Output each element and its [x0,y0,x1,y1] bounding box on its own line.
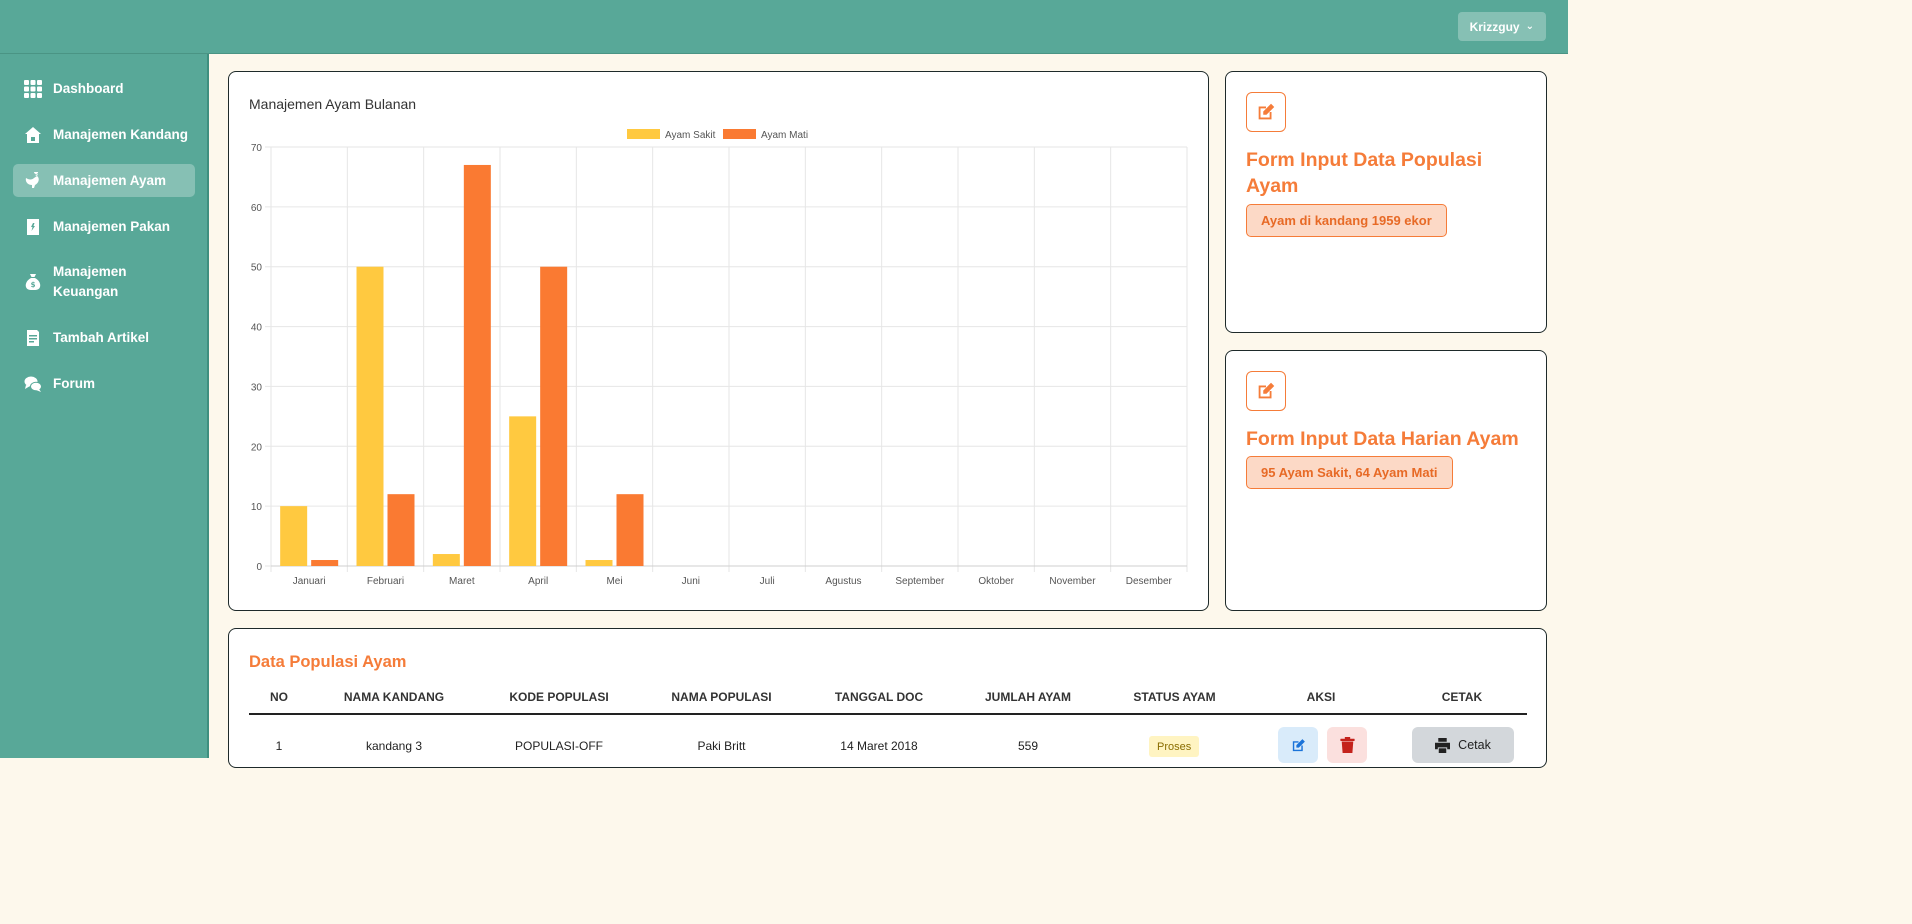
col-header: NAMA POPULASI [671,690,772,704]
col-header: NAMA KANDANG [343,690,445,704]
legend-swatch [627,129,660,139]
x-tick-label: November [1049,576,1096,587]
bar-ayam-sakit [585,560,613,566]
sidebar-item-label: Manajemen Ayam [53,172,167,188]
article-icon [23,329,42,348]
user-menu-button[interactable]: Krizzguy ⌄ [1457,12,1546,41]
cell-kandang: kandang 3 [365,739,423,753]
edit-icon[interactable] [1246,371,1286,411]
x-tick-label: Mei [606,576,622,587]
col-header: NO [270,690,288,704]
sidebar-item-keuangan[interactable]: $ Manajemen Keuangan [13,260,195,304]
sidebar-item-label: Manajemen Pakan [53,219,171,234]
y-tick-label: 40 [251,323,263,334]
x-tick-label: Desember [1126,576,1173,587]
status-badge: Proses [1149,736,1200,757]
sidebar-item-label: Forum [53,376,95,391]
money-bag-icon: $ [23,273,42,292]
top-bar: Krizzguy ⌄ [0,0,1568,54]
bar-ayam-sakit [432,554,460,566]
col-header: CETAK [1441,690,1483,704]
sidebar-item-label: Manajemen Kandang [53,127,189,142]
x-tick-label: April [528,576,548,587]
sidebar-item-label: Dashboard [53,81,124,96]
legend-label: Ayam Sakit [665,130,716,141]
x-tick-label: Maret [449,576,475,587]
y-tick-label: 60 [251,203,263,214]
trash-icon [1339,737,1355,753]
bar-ayam-mati [540,266,568,566]
col-header: JUMLAH AYAM [984,690,1071,704]
printer-icon [1435,737,1451,753]
chat-icon [23,375,42,394]
x-tick-label: Februari [367,576,404,587]
house-icon [23,126,42,145]
daily-badge: 95 Ayam Sakit, 64 Ayam Mati [1246,456,1453,489]
form-card-populasi[interactable]: Form Input Data Populasi Ayam Ayam di ka… [1225,71,1547,333]
x-tick-label: Januari [293,576,326,587]
y-tick-label: 20 [251,442,263,453]
chicken-icon [23,171,42,190]
edit-icon [1292,738,1305,751]
sidebar-item-label: Tambah Artikel [53,330,150,345]
print-button[interactable]: Cetak [1412,727,1514,763]
sidebar-item-pakan[interactable]: Manajemen Pakan [13,214,195,240]
svg-text:$: $ [30,281,35,289]
col-header: KODE POPULASI [509,690,609,704]
bar-ayam-mati [463,164,491,566]
chart-card: Manajemen Ayam Bulanan 0 10 20 30 40 50 60 70 Ja… [228,71,1209,611]
user-name: Krizzguy [1469,19,1520,34]
edit-button[interactable] [1278,727,1318,763]
form-card-harian[interactable]: Form Input Data Harian Ayam 95 Ayam Saki… [1225,350,1547,611]
sidebar-item-kandang[interactable]: Manajemen Kandang [13,122,195,148]
y-tick-label: 30 [251,382,263,393]
sidebar-item-label: Manajemen Keuangan [53,264,127,299]
chevron-down-icon: ⌄ [1525,21,1534,32]
bar-ayam-mati [311,560,339,566]
bar-ayam-mati [616,494,644,566]
cell-no: 1 [275,739,283,753]
sidebar-item-ayam[interactable]: Manajemen Ayam [13,164,195,197]
sidebar-item-artikel[interactable]: Tambah Artikel [13,325,195,351]
table-title: Data Populasi Ayam [249,653,407,671]
y-tick-label: 10 [251,502,263,513]
bar-ayam-sakit [356,266,384,566]
legend-label: Ayam Mati [761,130,808,141]
sidebar-item-forum[interactable]: Forum [13,371,195,397]
y-tick-label: 0 [256,562,262,573]
cell-nama: Paki Britt [697,739,746,753]
grid-icon [23,80,42,99]
chart-title: Manajemen Ayam Bulanan [249,96,417,112]
print-label: Cetak [1458,738,1491,752]
x-tick-label: September [895,576,945,587]
x-tick-label: Agustus [825,576,861,587]
x-tick-label: Oktober [978,576,1014,587]
cell-kode: POPULASI-OFF [514,739,603,753]
legend-swatch [723,129,756,139]
sidebar-item-dashboard[interactable]: Dashboard [13,76,195,102]
population-badge: Ayam di kandang 1959 ekor [1246,204,1447,237]
bar-chart: 0 10 20 30 40 50 60 70 Januari Februari Maret April… [251,129,1188,587]
bar-ayam-sakit [509,416,537,566]
feed-bag-icon [23,218,42,237]
x-tick-label: Juni [682,576,700,587]
form-title[interactable]: Form Input Data Harian Ayam [1246,428,1519,450]
x-tick-label: Juli [760,576,775,587]
bar-ayam-mati [387,494,415,566]
form-title[interactable]: Form Input Data Populasi Ayam [1246,149,1483,197]
edit-icon[interactable] [1246,92,1286,132]
population-table-card: Data Populasi Ayam NO NAMA KANDANG KODE … [228,628,1547,768]
y-tick-label: 70 [251,143,263,154]
table-header: NO NAMA KANDANG KODE POPULASI NAMA POPUL… [249,687,1527,715]
col-header: TANGGAL DOC [834,690,924,704]
sidebar: Dashboard Manajemen Kandang Manajemen Ay… [0,54,209,758]
cell-tanggal: 14 Maret 2018 [840,739,918,753]
delete-button[interactable] [1327,727,1367,763]
cell-jumlah: 559 [1017,739,1039,753]
bar-ayam-sakit [280,506,308,566]
y-tick-label: 50 [251,263,263,274]
col-header: AKSI [1306,690,1336,704]
col-header: STATUS AYAM [1133,690,1216,704]
